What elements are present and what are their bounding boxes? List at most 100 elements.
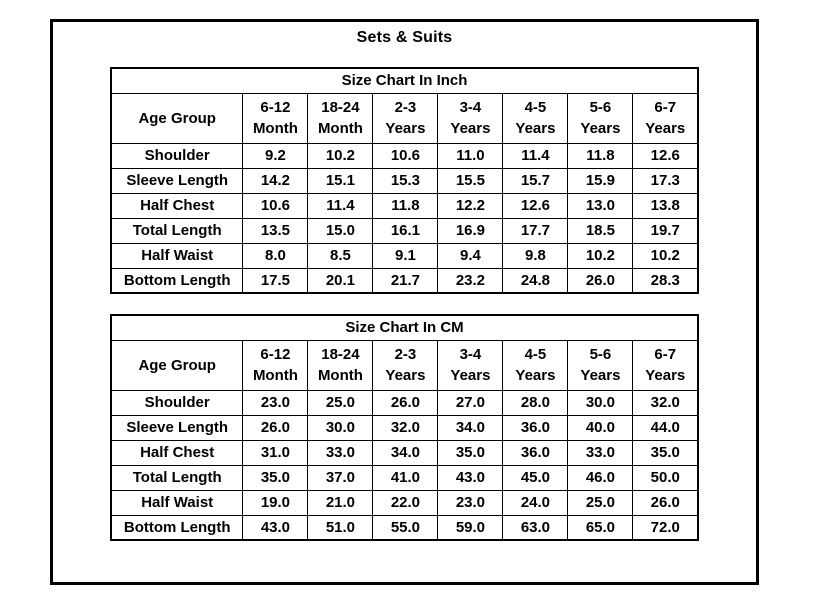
value-cell: 9.1 bbox=[372, 242, 439, 269]
column-header: 18-24 Month bbox=[307, 339, 374, 391]
row-label: Half Chest bbox=[110, 439, 244, 466]
column-header: 6-12 Month bbox=[242, 339, 309, 391]
value-cell: 51.0 bbox=[307, 514, 374, 541]
value-cell: 46.0 bbox=[567, 464, 634, 491]
value-cell: 36.0 bbox=[502, 414, 569, 441]
value-cell: 15.9 bbox=[567, 167, 634, 194]
value-cell: 37.0 bbox=[307, 464, 374, 491]
value-cell: 11.8 bbox=[372, 192, 439, 219]
table-row: Bottom Length 17.5 20.1 21.7 23.2 24.8 26.0 28.… bbox=[110, 267, 699, 294]
value-cell: 35.0 bbox=[242, 464, 309, 491]
column-header: 4-5 Years bbox=[502, 339, 569, 391]
value-cell: 15.5 bbox=[437, 167, 504, 194]
value-cell: 13.8 bbox=[632, 192, 699, 219]
value-cell: 28.3 bbox=[632, 267, 699, 294]
value-cell: 26.0 bbox=[567, 267, 634, 294]
value-cell: 33.0 bbox=[307, 439, 374, 466]
value-cell: 26.0 bbox=[372, 389, 439, 416]
column-header: 6-7 Years bbox=[632, 92, 699, 144]
value-cell: 22.0 bbox=[372, 489, 439, 516]
value-cell: 16.1 bbox=[372, 217, 439, 244]
value-cell: 26.0 bbox=[632, 489, 699, 516]
column-header: 2-3 Years bbox=[372, 339, 439, 391]
value-cell: 17.7 bbox=[502, 217, 569, 244]
value-cell: 12.6 bbox=[632, 142, 699, 169]
value-cell: 23.2 bbox=[437, 267, 504, 294]
value-cell: 9.2 bbox=[242, 142, 309, 169]
value-cell: 10.6 bbox=[242, 192, 309, 219]
table-title-row: Size Chart In Inch bbox=[110, 67, 699, 94]
table-row: Sleeve Length 26.0 30.0 32.0 34.0 36.0 40.0 44.… bbox=[110, 414, 699, 441]
row-label: Shoulder bbox=[110, 142, 244, 169]
value-cell: 43.0 bbox=[242, 514, 309, 541]
row-label: Sleeve Length bbox=[110, 414, 244, 441]
value-cell: 21.7 bbox=[372, 267, 439, 294]
value-cell: 10.6 bbox=[372, 142, 439, 169]
row-label: Half Waist bbox=[110, 489, 244, 516]
column-header: 4-5 Years bbox=[502, 92, 569, 144]
age-group-header: Age Group bbox=[110, 92, 244, 144]
value-cell: 9.8 bbox=[502, 242, 569, 269]
value-cell: 10.2 bbox=[307, 142, 374, 169]
column-header: 5-6 Years bbox=[567, 339, 634, 391]
value-cell: 20.1 bbox=[307, 267, 374, 294]
row-label: Bottom Length bbox=[110, 267, 244, 294]
value-cell: 50.0 bbox=[632, 464, 699, 491]
value-cell: 65.0 bbox=[567, 514, 634, 541]
size-chart-inch-table: Size Chart In Inch Age Group 6-12 Month 18… bbox=[109, 67, 700, 294]
value-cell: 59.0 bbox=[437, 514, 504, 541]
value-cell: 13.5 bbox=[242, 217, 309, 244]
value-cell: 16.9 bbox=[437, 217, 504, 244]
value-cell: 30.0 bbox=[567, 389, 634, 416]
table-row: Half Chest 10.6 11.4 11.8 12.2 12.6 13.0 13.8 bbox=[110, 192, 699, 219]
value-cell: 21.0 bbox=[307, 489, 374, 516]
value-cell: 10.2 bbox=[632, 242, 699, 269]
column-header: 2-3 Years bbox=[372, 92, 439, 144]
value-cell: 32.0 bbox=[372, 414, 439, 441]
table-title: Size Chart In CM bbox=[110, 314, 699, 341]
table-body: Shoulder 23.0 25.0 26.0 27.0 28.0 30.0 32.0 Slee… bbox=[110, 389, 699, 541]
value-cell: 35.0 bbox=[632, 439, 699, 466]
value-cell: 28.0 bbox=[502, 389, 569, 416]
table-row: Half Waist 8.0 8.5 9.1 9.4 9.8 10.2 10.2 bbox=[110, 242, 699, 269]
value-cell: 9.4 bbox=[437, 242, 504, 269]
row-label: Sleeve Length bbox=[110, 167, 244, 194]
value-cell: 8.5 bbox=[307, 242, 374, 269]
value-cell: 17.3 bbox=[632, 167, 699, 194]
value-cell: 43.0 bbox=[437, 464, 504, 491]
value-cell: 24.8 bbox=[502, 267, 569, 294]
value-cell: 15.1 bbox=[307, 167, 374, 194]
value-cell: 34.0 bbox=[437, 414, 504, 441]
row-label: Total Length bbox=[110, 217, 244, 244]
table-row: Half Waist 19.0 21.0 22.0 23.0 24.0 25.0 26.0 bbox=[110, 489, 699, 516]
table-row: Bottom Length 43.0 51.0 55.0 59.0 63.0 65.0 72.… bbox=[110, 514, 699, 541]
table-row: Sleeve Length 14.2 15.1 15.3 15.5 15.7 15.9 17.… bbox=[110, 167, 699, 194]
value-cell: 10.2 bbox=[567, 242, 634, 269]
value-cell: 33.0 bbox=[567, 439, 634, 466]
value-cell: 11.0 bbox=[437, 142, 504, 169]
value-cell: 32.0 bbox=[632, 389, 699, 416]
column-header: 3-4 Years bbox=[437, 339, 504, 391]
value-cell: 23.0 bbox=[437, 489, 504, 516]
table-row: Total Length 13.5 15.0 16.1 16.9 17.7 18.5 19.7 bbox=[110, 217, 699, 244]
row-label: Total Length bbox=[110, 464, 244, 491]
value-cell: 24.0 bbox=[502, 489, 569, 516]
value-cell: 12.6 bbox=[502, 192, 569, 219]
table-row: Shoulder 23.0 25.0 26.0 27.0 28.0 30.0 32.0 bbox=[110, 389, 699, 416]
size-chart-cm-table: Size Chart In CM Age Group 6-12 Month 18-2… bbox=[109, 314, 700, 541]
row-label: Half Chest bbox=[110, 192, 244, 219]
value-cell: 8.0 bbox=[242, 242, 309, 269]
value-cell: 13.0 bbox=[567, 192, 634, 219]
age-group-header: Age Group bbox=[110, 339, 244, 391]
column-header: 18-24 Month bbox=[307, 92, 374, 144]
table-row: Half Chest 31.0 33.0 34.0 35.0 36.0 33.0 35.0 bbox=[110, 439, 699, 466]
value-cell: 19.0 bbox=[242, 489, 309, 516]
value-cell: 19.7 bbox=[632, 217, 699, 244]
value-cell: 44.0 bbox=[632, 414, 699, 441]
table-title-row: Size Chart In CM bbox=[110, 314, 699, 341]
value-cell: 36.0 bbox=[502, 439, 569, 466]
value-cell: 27.0 bbox=[437, 389, 504, 416]
value-cell: 30.0 bbox=[307, 414, 374, 441]
value-cell: 14.2 bbox=[242, 167, 309, 194]
row-label: Shoulder bbox=[110, 389, 244, 416]
